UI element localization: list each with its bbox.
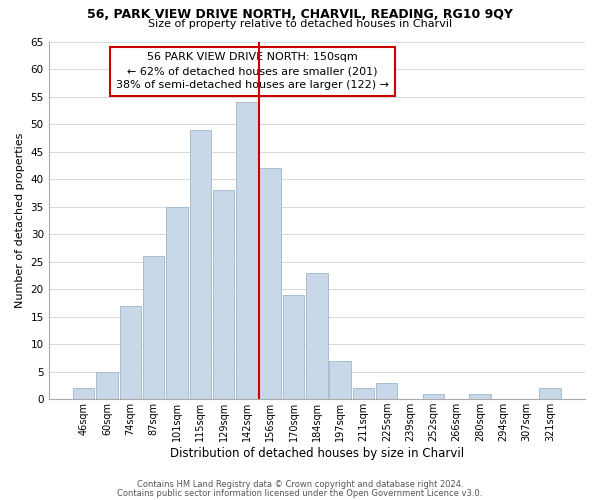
Bar [329, 360, 351, 399]
X-axis label: Distribution of detached houses by size in Charvil: Distribution of detached houses by size … [170, 447, 464, 460]
Bar [236, 102, 257, 399]
Text: 56, PARK VIEW DRIVE NORTH, CHARVIL, READING, RG10 9QY: 56, PARK VIEW DRIVE NORTH, CHARVIL, READ… [87, 8, 513, 20]
Bar [143, 256, 164, 399]
Bar [376, 382, 397, 399]
Bar [97, 372, 118, 399]
Text: 56 PARK VIEW DRIVE NORTH: 150sqm
← 62% of detached houses are smaller (201)
38% : 56 PARK VIEW DRIVE NORTH: 150sqm ← 62% o… [116, 52, 389, 90]
Y-axis label: Number of detached properties: Number of detached properties [15, 132, 25, 308]
Bar [73, 388, 94, 399]
Bar [353, 388, 374, 399]
Bar [166, 206, 188, 399]
Text: Size of property relative to detached houses in Charvil: Size of property relative to detached ho… [148, 19, 452, 29]
Bar [213, 190, 235, 399]
Bar [190, 130, 211, 399]
Text: Contains public sector information licensed under the Open Government Licence v3: Contains public sector information licen… [118, 489, 482, 498]
Bar [119, 306, 141, 399]
Text: Contains HM Land Registry data © Crown copyright and database right 2024.: Contains HM Land Registry data © Crown c… [137, 480, 463, 489]
Bar [306, 272, 328, 399]
Bar [259, 168, 281, 399]
Bar [422, 394, 444, 399]
Bar [469, 394, 491, 399]
Bar [539, 388, 560, 399]
Bar [283, 294, 304, 399]
